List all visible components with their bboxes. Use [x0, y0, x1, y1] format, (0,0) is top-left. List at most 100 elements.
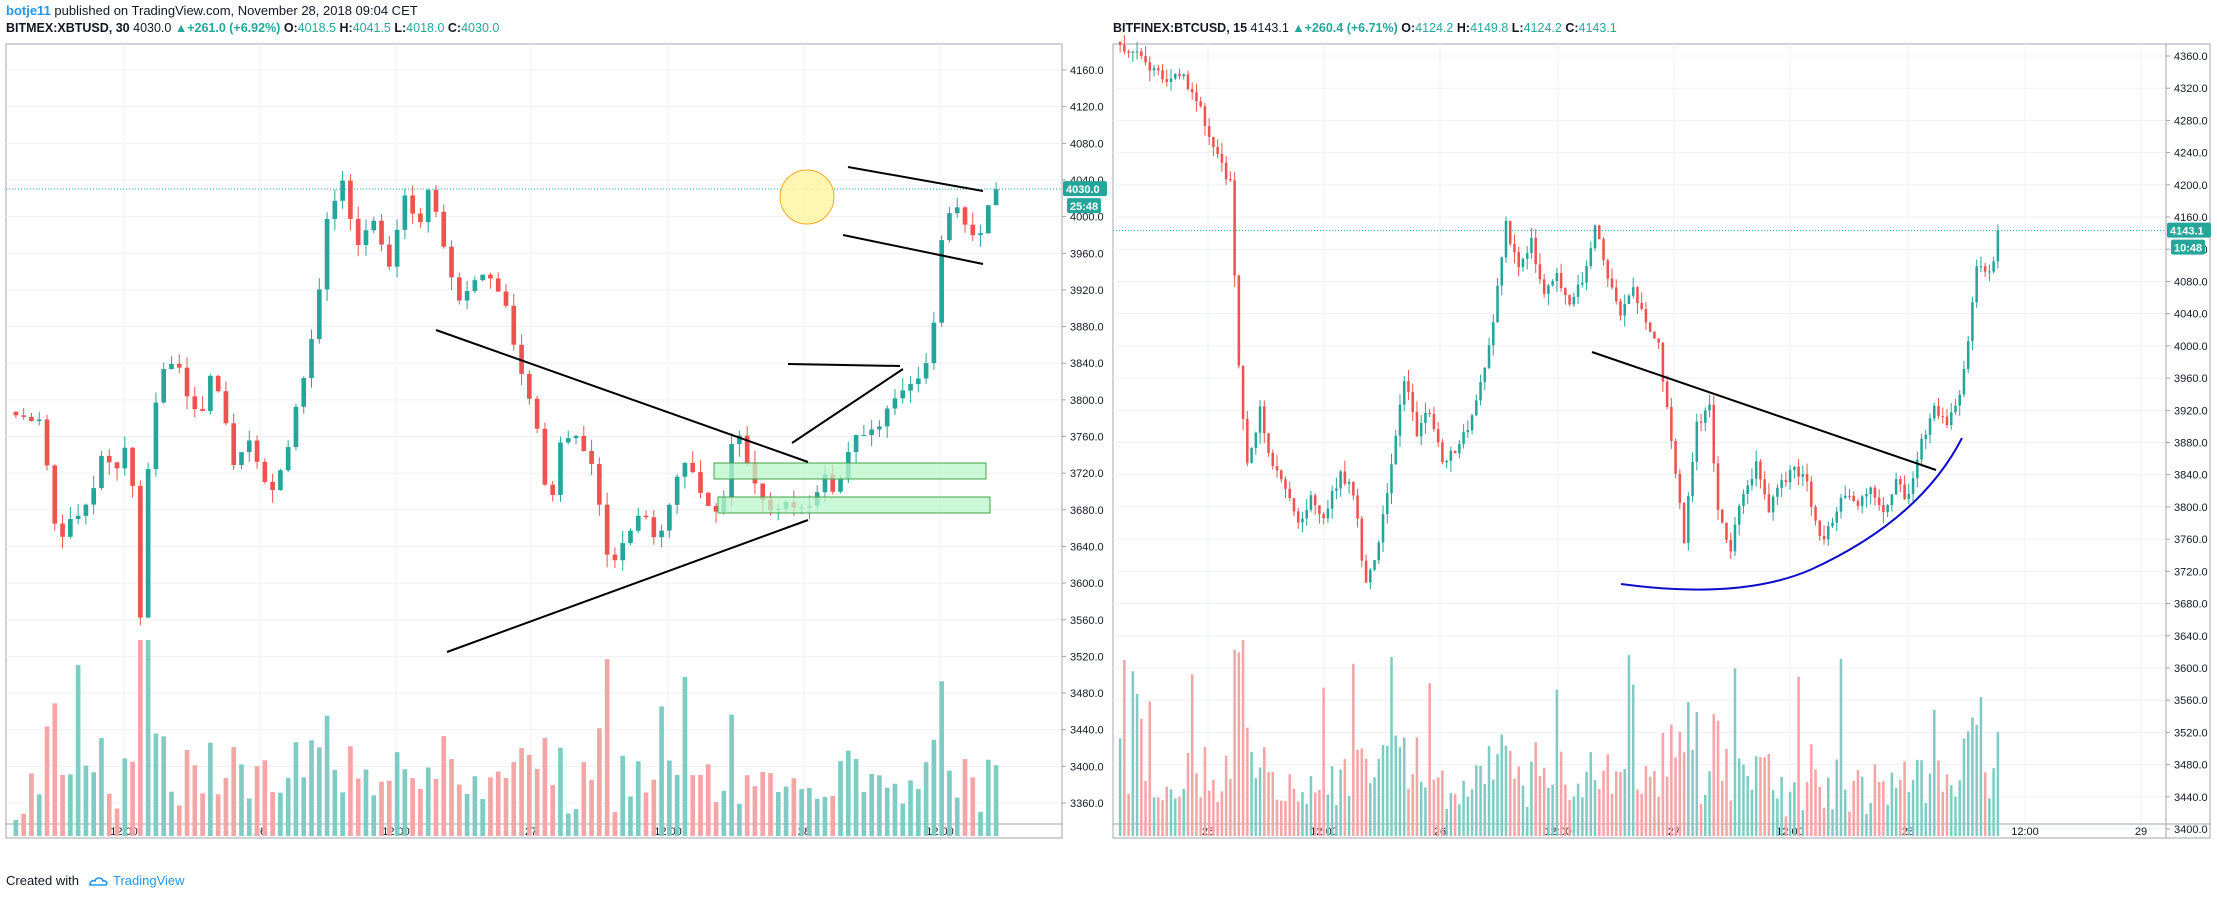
- volume-bar: [1237, 652, 1241, 836]
- candle-body: [332, 200, 338, 219]
- candle-body: [1148, 62, 1152, 71]
- candle-body: [1636, 287, 1639, 304]
- volume-bar: [1746, 775, 1749, 836]
- volume-bar: [488, 777, 493, 836]
- candle: [1996, 224, 2000, 269]
- candle-body: [1843, 495, 1847, 498]
- candle-body: [612, 554, 618, 561]
- volume-bar: [791, 778, 797, 836]
- candle-body: [1742, 493, 1745, 506]
- volume-bar: [262, 760, 268, 836]
- volume-bar: [44, 726, 50, 836]
- candle: [13, 411, 19, 419]
- volume-bar: [1296, 801, 1300, 836]
- candle: [1733, 516, 1737, 556]
- candle: [1207, 118, 1211, 146]
- volume-bar: [1877, 781, 1881, 836]
- candle: [231, 413, 237, 470]
- volume-bar: [884, 787, 890, 836]
- candle-body: [1602, 239, 1605, 261]
- legend-right-symbol[interactable]: BITFINEX:BTCUSD: [1113, 21, 1227, 35]
- price-tick-label: 3760.0: [2174, 534, 2208, 546]
- candle-body: [495, 278, 501, 292]
- volume-bar: [1233, 649, 1236, 836]
- volume-bar: [1733, 668, 1737, 836]
- candle: [1771, 494, 1775, 521]
- candle-body: [1288, 488, 1292, 499]
- candle-body: [1886, 505, 1889, 513]
- legend-left-symbol[interactable]: BITMEX:XBTUSD: [6, 21, 109, 35]
- candle-body: [830, 474, 836, 492]
- candle-body: [316, 289, 322, 340]
- candle-body: [1869, 487, 1872, 495]
- volume-bar: [978, 811, 983, 836]
- candle-body: [1377, 542, 1381, 561]
- volume-bar: [1691, 749, 1694, 836]
- volume-bar: [1182, 788, 1185, 836]
- candle-body: [985, 205, 991, 234]
- volume-bar: [1911, 779, 1915, 836]
- price-tick-label: 3640.0: [2174, 631, 2208, 643]
- candle-body: [1949, 412, 1953, 425]
- candle-body: [1835, 511, 1839, 523]
- volume-bar: [1352, 663, 1355, 836]
- candle-body: [1945, 416, 1949, 425]
- candle-body: [1729, 539, 1733, 552]
- candle-body: [1564, 288, 1567, 296]
- candle: [1326, 499, 1330, 524]
- candle: [1538, 253, 1542, 285]
- candle: [1602, 237, 1605, 266]
- tradingview-link[interactable]: TradingView: [87, 873, 185, 888]
- candle: [1284, 476, 1287, 499]
- volume-bar: [1258, 767, 1262, 836]
- volume-bar: [1279, 800, 1283, 836]
- candle-body: [1975, 266, 1978, 303]
- candle-body: [565, 438, 571, 443]
- candle-body: [643, 515, 649, 518]
- candle: [1381, 505, 1385, 553]
- candle: [83, 503, 89, 525]
- candle-body: [1555, 273, 1559, 282]
- volume-bar: [954, 797, 960, 836]
- candle-body: [620, 543, 626, 561]
- candle-body: [1865, 494, 1868, 497]
- price-tick-label: 4080.0: [2174, 276, 2208, 288]
- volume-bar: [1339, 769, 1342, 836]
- candle: [1754, 450, 1758, 487]
- volume-bar: [542, 737, 548, 836]
- candle: [1343, 460, 1347, 486]
- candle: [1610, 268, 1614, 290]
- candle: [1441, 438, 1444, 465]
- candle: [993, 182, 999, 206]
- candle: [254, 435, 260, 469]
- candle: [1916, 451, 1919, 488]
- candle: [138, 480, 143, 626]
- volume-bar: [1619, 771, 1622, 836]
- candle: [1123, 35, 1126, 55]
- candle-body: [1716, 463, 1720, 510]
- author-link[interactable]: botje11: [6, 3, 51, 18]
- candle-body: [402, 195, 408, 230]
- candle: [1199, 96, 1202, 108]
- candle: [1949, 403, 1953, 430]
- candle-body: [1407, 381, 1410, 392]
- volume-bar: [1458, 804, 1461, 836]
- candle-body: [464, 291, 470, 301]
- candle-body: [511, 305, 517, 345]
- candle-body: [1275, 466, 1279, 471]
- candle: [1144, 46, 1147, 66]
- price-axis-ticks: 4360.04320.04280.04240.04200.04160.04120…: [2166, 51, 2208, 836]
- volume-bar: [1725, 748, 1728, 836]
- volume-bar: [83, 765, 89, 836]
- time-tick-label: 26: [1434, 826, 1446, 838]
- candle-body: [1318, 505, 1321, 515]
- volume-bar: [674, 774, 680, 836]
- volume-bar: [138, 640, 143, 836]
- candle: [877, 420, 882, 437]
- candle: [433, 184, 439, 218]
- candle: [1598, 224, 1601, 240]
- volume-bar: [1631, 684, 1635, 836]
- candle: [60, 514, 65, 549]
- volume-bar: [1551, 784, 1554, 836]
